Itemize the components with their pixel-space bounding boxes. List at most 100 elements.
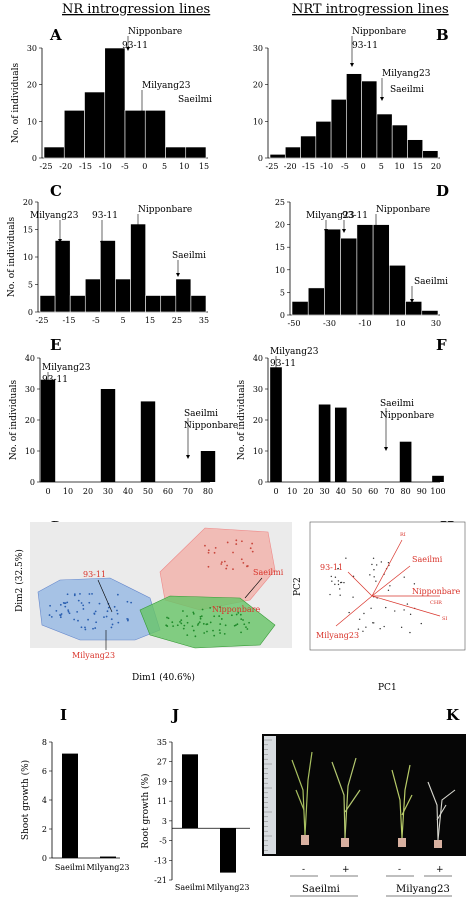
x-tick-label: 90	[417, 487, 427, 496]
x-tick-label: 0	[45, 487, 50, 496]
pca-point	[73, 593, 76, 596]
y-tick-label: 20	[253, 416, 263, 425]
x-tick-label: 10	[394, 162, 404, 171]
annotation-arrowhead	[350, 63, 354, 67]
pca-point	[180, 619, 183, 622]
y-tick-label: 0	[280, 311, 285, 320]
annotation-label: Saeilmi	[390, 85, 424, 95]
biplot-point	[420, 622, 422, 625]
x-tick-label: -15	[63, 316, 76, 325]
pca-point	[219, 623, 222, 625]
pca-point	[84, 626, 86, 629]
pca-point	[48, 614, 51, 616]
pca-point	[180, 622, 183, 625]
x-tick-label: 60	[163, 487, 173, 496]
x-tick-label: 30	[431, 319, 441, 328]
pca-point	[82, 608, 85, 610]
y-tick-label: 10	[253, 117, 263, 126]
biplot-point	[363, 612, 365, 615]
biplot-ylabel: PC2	[293, 577, 303, 596]
x-tick-label: -25	[36, 316, 49, 325]
annotation-arrowhead	[46, 383, 50, 387]
bar	[318, 404, 331, 482]
pca-point	[209, 606, 212, 609]
pca-point	[251, 542, 254, 545]
photo-label-plus-1: +	[342, 865, 350, 875]
bar	[372, 224, 390, 316]
annotation-label: 93-11	[122, 41, 148, 51]
biplot-point	[330, 575, 332, 578]
x-tick-label: 50	[352, 487, 362, 496]
pca-point	[198, 621, 201, 624]
x-tick-label: -10	[320, 162, 333, 171]
pca-point	[219, 606, 221, 609]
x-tick-label: -5	[121, 162, 129, 171]
bar	[421, 310, 439, 316]
biplot-point	[337, 583, 340, 586]
pca-point	[113, 605, 116, 608]
category-label: Milyang23	[206, 883, 249, 892]
biplot-point	[358, 618, 361, 620]
bar	[185, 146, 207, 159]
pca-point	[93, 612, 96, 615]
photo-label-minus-2: -	[398, 865, 401, 875]
bar	[334, 407, 347, 482]
pca-point	[246, 628, 249, 630]
biplot-point	[387, 562, 390, 564]
bar	[307, 287, 325, 316]
annotation-label: 93-11	[270, 359, 296, 369]
pca-point	[95, 621, 98, 624]
bar	[63, 110, 85, 159]
bar	[291, 301, 309, 316]
x-tick-label: 70	[183, 487, 193, 496]
pca-plot: 93-11 Saeilmi Nipponbare Milyang23 Dim1 …	[14, 522, 292, 683]
y-tick-label: 20	[27, 81, 37, 90]
biplot-point	[362, 630, 364, 633]
x-tick-label: 15	[145, 316, 155, 325]
header-right: NRT introgression lines	[292, 2, 449, 17]
histogram-b: 0 10 20 30 -25 -20 -15 -10 -5 0 5 10 15 20 Nipponbare 9…	[253, 27, 441, 171]
annotation-label: Saeilmi	[184, 409, 218, 419]
pca-label-93-11: 93-11	[83, 570, 106, 579]
y-tick-label: 3	[162, 817, 167, 826]
pca-point	[80, 626, 83, 629]
pca-point	[59, 616, 62, 619]
pca-point	[167, 617, 170, 620]
x-tick-label: 30	[103, 487, 113, 496]
annotation-arrowhead	[380, 97, 384, 101]
pca-point	[225, 567, 228, 570]
bar	[165, 146, 187, 159]
bar	[84, 278, 101, 313]
x-tick-label: -5	[92, 316, 100, 325]
biplot-point	[387, 589, 390, 592]
biplot-xlabel: PC1	[378, 683, 397, 693]
panel-letter-d: D	[436, 182, 449, 200]
x-tick-label: 0	[142, 162, 147, 171]
x-tick-label: 60	[368, 487, 378, 496]
pca-point	[116, 593, 119, 596]
pca-point	[235, 539, 238, 542]
x-tick-label: 5	[120, 316, 125, 325]
pca-point	[183, 624, 186, 627]
annotation-label: Milyang23	[42, 363, 91, 373]
pca-point	[76, 610, 79, 613]
pca-point	[60, 613, 63, 615]
growth-bar	[182, 754, 198, 829]
pca-point	[194, 635, 197, 638]
bar	[39, 295, 56, 313]
annotation-arrowhead	[100, 241, 104, 245]
pca-xlabel: Dim1 (40.6%)	[132, 672, 195, 683]
biplot-point	[340, 581, 342, 584]
biplot-point	[375, 580, 377, 582]
biplot-point	[373, 576, 375, 578]
annotation-label: Nipponbare	[380, 411, 434, 421]
biplot-point	[338, 588, 341, 590]
y-axis-label: Root growth (%)	[140, 773, 151, 848]
y-tick-label: 5	[28, 281, 33, 290]
bar	[84, 91, 106, 159]
annotation-label: 93-11	[92, 211, 118, 221]
x-tick-label: -50	[288, 319, 301, 328]
pca-point	[116, 612, 119, 615]
biplot-point	[348, 611, 350, 614]
y-tick-label: 0	[258, 154, 263, 163]
